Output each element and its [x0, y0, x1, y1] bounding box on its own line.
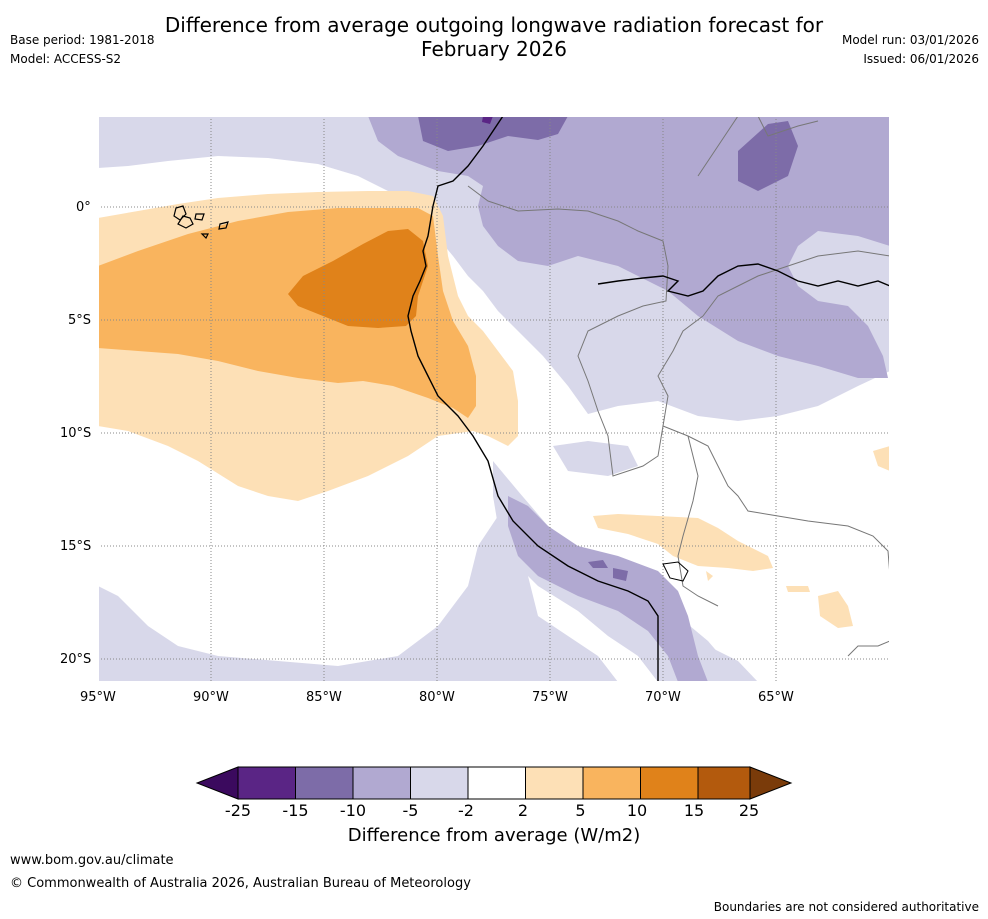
- anomaly-region-deep-purple-north: [482, 116, 493, 124]
- anomaly-region-light-orange-se-a: [818, 591, 853, 628]
- lat-label-5s: 5°S: [68, 313, 92, 328]
- anomaly-region-dark-orange: [288, 229, 428, 328]
- colorbar-segment-4: [410, 767, 468, 799]
- colorbar-tick-5: -2: [458, 801, 474, 820]
- lon-label-95w: 95°W: [80, 690, 116, 705]
- lat-label-20s: 20°S: [60, 652, 92, 667]
- colorbar-tick-7: 5: [575, 801, 586, 820]
- olr-anomaly-map: [98, 116, 890, 682]
- colorbar-tick-6: 2: [517, 801, 529, 820]
- lat-label-15s: 15°S: [60, 539, 92, 554]
- lon-label-75w: 75°W: [532, 690, 568, 705]
- colorbar-segment-1: [238, 767, 296, 799]
- colorbar-dividers: [295, 767, 699, 799]
- coastline: [407, 116, 890, 682]
- colorbar-tick-2: -15: [282, 801, 309, 820]
- anomaly-region-purple-northeast: [738, 121, 798, 191]
- colorbar-tick-4: -5: [402, 801, 419, 820]
- base-period-label: Base period: 1981-2018: [10, 33, 155, 47]
- model-run-label: Model run: 03/01/2026: [841, 33, 979, 47]
- anomaly-region-light-orange-se-c: [706, 571, 713, 581]
- lat-label-0: 0°: [76, 200, 91, 215]
- galapagos-islands: [173, 205, 229, 240]
- colorbar-arrow-high: [749, 766, 793, 800]
- colorbar-tick-9: 15: [683, 801, 705, 820]
- anomaly-region-purple-southern-peru-a: [588, 560, 608, 568]
- colorbar-label: Difference from average (W/m2): [347, 825, 641, 846]
- anomaly-region-light-orange-bolivia: [593, 514, 773, 571]
- chart-title-line2: February 2026: [421, 37, 567, 61]
- colorbar-segment-3: [353, 767, 411, 799]
- anomaly-region-purple-north: [418, 116, 568, 151]
- anomaly-region-light-lavender-bolivia: [553, 441, 638, 476]
- anomaly-region-light-orange-east: [873, 446, 890, 471]
- colorbar-tick-3: -10: [339, 801, 367, 820]
- copyright-notice: © Commonwealth of Australia 2026, Austra…: [10, 876, 471, 891]
- colorbar-segment-8: [640, 767, 698, 799]
- colorbar-segment-5: [468, 767, 526, 799]
- colorbar-tick-10: 25: [738, 801, 760, 820]
- lon-label-65w: 65°W: [758, 690, 794, 705]
- lat-label-10s: 10°S: [60, 426, 92, 441]
- colorbar-segment-7: [583, 767, 641, 799]
- lon-label-70w: 70°W: [645, 690, 681, 705]
- issued-label: Issued: 06/01/2026: [863, 52, 979, 66]
- anomaly-region-light-lavender-southwest: [98, 516, 618, 682]
- boundary-disclaimer: Boundaries are not considered authoritat…: [713, 900, 979, 914]
- lon-label-85w: 85°W: [306, 690, 342, 705]
- colorbar-arrow-low: [195, 766, 239, 800]
- model-label: Model: ACCESS-S2: [10, 52, 122, 66]
- lon-label-90w: 90°W: [193, 690, 229, 705]
- colorbar-segment-6: [525, 767, 583, 799]
- lon-label-80w: 80°W: [419, 690, 455, 705]
- bom-url-link[interactable]: www.bom.gov.au/climate: [10, 853, 174, 868]
- chart-title-line1: Difference from average outgoing longwav…: [164, 13, 824, 37]
- colorbar-tick-8: 10: [626, 801, 648, 820]
- colorbar-segment-9: [698, 767, 750, 799]
- colorbar: [195, 766, 793, 800]
- colorbar-segment-2: [295, 767, 353, 799]
- map-gridlines: [98, 116, 890, 682]
- country-borders: [467, 116, 890, 657]
- colorbar-tick-1: -25: [224, 801, 252, 820]
- anomaly-region-purple-southern-peru-b: [613, 568, 628, 581]
- lake-titicaca: [662, 561, 689, 582]
- anomaly-region-light-lavender-south-east: [698, 641, 758, 682]
- anomaly-region-light-orange-se-b: [786, 586, 810, 592]
